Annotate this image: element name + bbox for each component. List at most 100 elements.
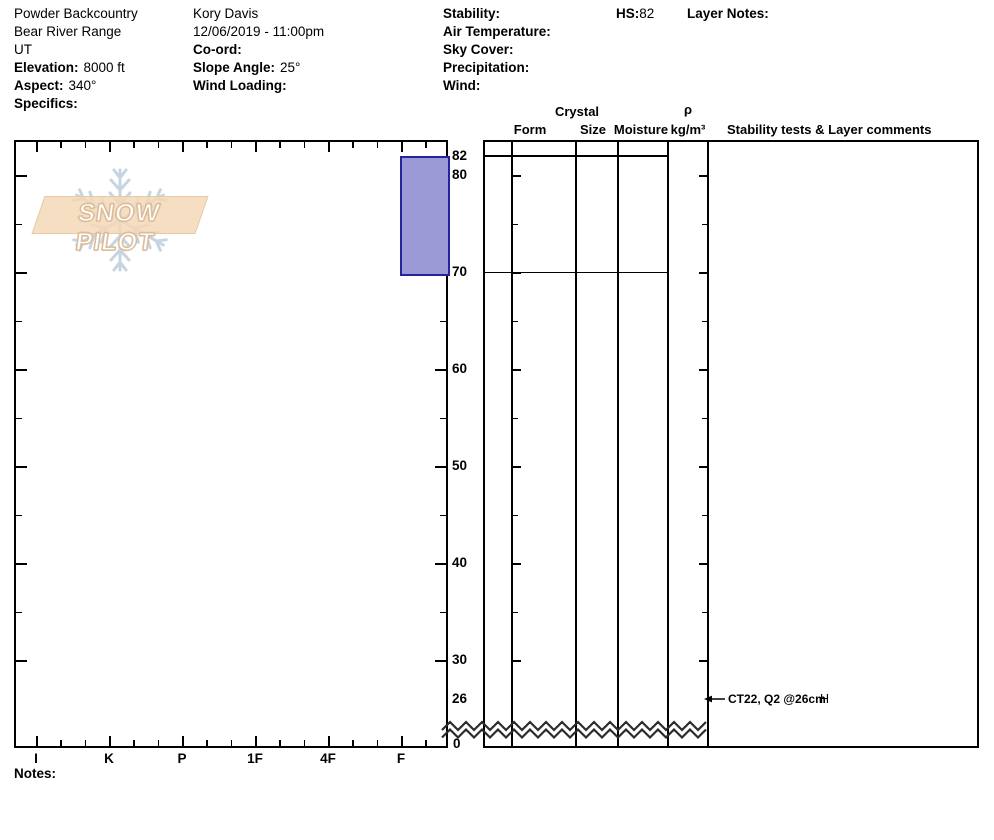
depth-tick [513, 417, 518, 420]
hardness-tick [157, 740, 160, 746]
depth-label: 82 [452, 148, 468, 163]
observer-name: Kory Davis [193, 6, 259, 21]
layer-notes-label: Layer Notes: [687, 6, 769, 21]
hardness-tick [352, 740, 354, 746]
depth-tick [435, 466, 446, 468]
depth-tick [513, 175, 521, 177]
hardness-tick [255, 736, 257, 746]
logo-text: SNOW PILOT [73, 198, 163, 256]
wind-label: Wind: [443, 78, 481, 93]
hardness-profile-chart [14, 140, 448, 748]
moisture-header: Moisture [613, 122, 669, 137]
hand-hardness-column-line [511, 142, 513, 746]
observer-info: Kory Davis 12/06/2019 - 11:00pm Co-ord: … [193, 5, 324, 95]
test-flag-label: H [820, 692, 830, 707]
precipitation-label: Precipitation: [443, 60, 530, 75]
density-unit-header: kg/m³ [670, 122, 706, 137]
depth-tick [699, 272, 707, 274]
depth-label: 60 [452, 361, 468, 377]
hardness-tick [328, 736, 330, 746]
hardness-tick [36, 736, 38, 746]
hardness-axis-label: I [34, 751, 38, 766]
depth-tick [435, 660, 446, 662]
depth-tick [16, 320, 22, 323]
coord-row: Co-ord: [193, 41, 324, 59]
depth-tick [16, 272, 27, 274]
notes-label: Notes: [14, 766, 57, 781]
stability-label: Stability: [443, 6, 501, 21]
hardness-tick [109, 142, 111, 152]
hardness-tick [182, 736, 184, 746]
hardness-tick [401, 736, 403, 746]
hardness-tick [133, 142, 135, 148]
air-temperature-row: Air Temperature: [443, 23, 556, 41]
depth-tick [16, 223, 22, 226]
precipitation-row: Precipitation: [443, 59, 556, 77]
depth-tick [440, 514, 446, 517]
hardness-tick [36, 142, 38, 152]
depth-tick [699, 466, 707, 468]
test-result-label: CT22, Q2 @26cm [728, 692, 826, 707]
hardness-tick [279, 740, 281, 746]
form-size-column-line [575, 142, 577, 746]
elevation-value: 8000 ft [83, 60, 125, 75]
specifics-row: Specifics: [14, 95, 138, 113]
coord-label: Co-ord: [193, 42, 242, 57]
hardness-tick [303, 142, 306, 148]
depth-label-ground: 0 [453, 736, 461, 751]
hardness-tick [84, 740, 87, 746]
slope-angle-label: Slope Angle: [193, 60, 276, 75]
depth-tick [435, 369, 446, 371]
layer-boundary-line [485, 155, 669, 157]
depth-tick [513, 466, 521, 468]
hardness-tick [255, 142, 257, 152]
depth-label: 30 [452, 652, 468, 668]
hardness-axis-label: 1F [247, 751, 263, 766]
hardness-tick [60, 740, 62, 746]
depth-tick [440, 611, 446, 614]
depth-tick [702, 223, 707, 226]
sky-cover-row: Sky Cover: [443, 41, 556, 59]
location-info: Powder Backcountry Bear River Range UT E… [14, 5, 138, 113]
wind-loading-row: Wind Loading: [193, 77, 324, 95]
slope-angle-row: Slope Angle: 25° [193, 59, 324, 77]
size-moisture-column-line [617, 142, 619, 746]
specifics-label: Specifics: [14, 96, 78, 111]
observation-datetime: 12/06/2019 - 11:00pm [193, 24, 325, 39]
depth-label: 26 [452, 691, 468, 707]
sky-cover-label: Sky Cover: [443, 42, 514, 57]
depth-tick [16, 514, 22, 517]
hardness-tick [376, 740, 379, 746]
hardness-tick [157, 142, 160, 148]
hardness-tick [60, 142, 62, 148]
depth-label: 70 [452, 264, 468, 280]
depth-tick [699, 660, 707, 662]
depth-tick [440, 320, 446, 323]
depth-tick [702, 417, 707, 420]
moisture-density-column-line [667, 142, 669, 746]
hardness-tick [352, 142, 354, 148]
density-comments-column-line [707, 142, 709, 746]
depth-tick [702, 514, 707, 517]
stability-comments-header: Stability tests & Layer comments [727, 122, 932, 137]
air-temperature-label: Air Temperature: [443, 24, 551, 39]
depth-tick [513, 223, 518, 226]
hs-total-depth: HS:82 [616, 5, 654, 23]
depth-tick [513, 514, 518, 517]
depth-tick [16, 175, 27, 177]
depth-label: 50 [452, 458, 468, 474]
layer-boundary-line [485, 271, 669, 274]
depth-tick [16, 466, 27, 468]
depth-tick [513, 611, 518, 614]
operation-name: Powder Backcountry [14, 6, 138, 21]
crystal-header: Crystal [554, 104, 600, 119]
slope-angle-value: 25° [280, 60, 301, 75]
hardness-tick [109, 736, 111, 746]
depth-break-zigzag [441, 720, 707, 740]
depth-tick [699, 563, 707, 565]
hardness-tick [230, 142, 233, 148]
depth-label: 80 [452, 167, 468, 183]
wind-row: Wind: [443, 77, 556, 95]
layer-data-columns [483, 140, 979, 748]
